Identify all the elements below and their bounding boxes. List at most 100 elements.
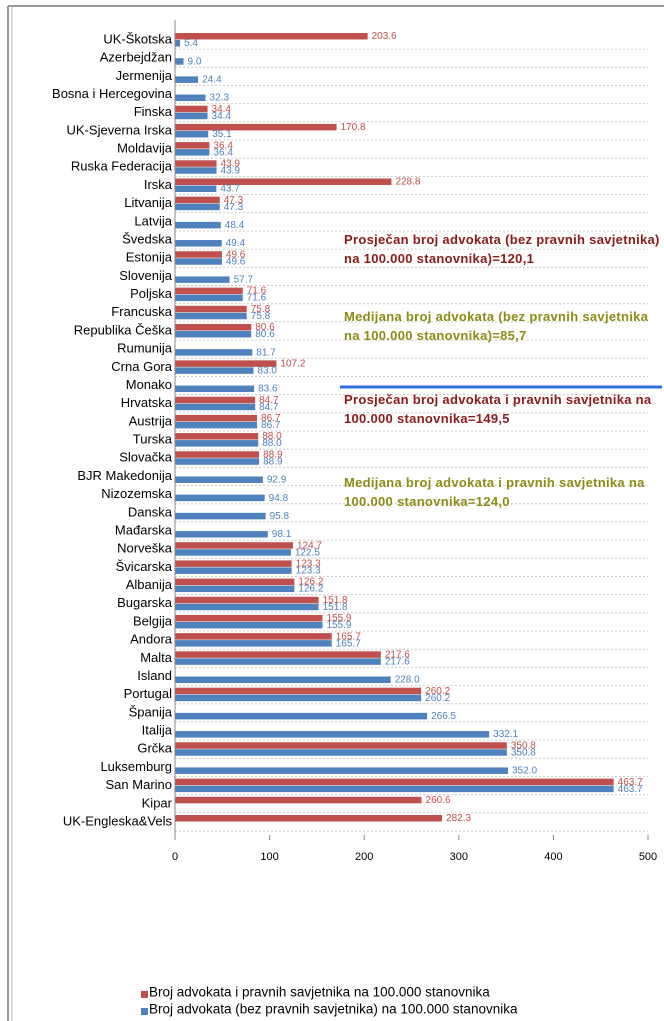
value-label: 123.3 <box>296 566 321 577</box>
value-label: 332.1 <box>493 729 518 740</box>
bar <box>175 105 208 113</box>
bar <box>175 785 614 793</box>
value-label: 260.2 <box>425 693 450 704</box>
y-tick-label: Austrija <box>129 413 173 428</box>
value-label: 352.0 <box>512 766 537 777</box>
legend-label: Broj advokata (bez pravnih savjetnika) n… <box>149 1002 518 1017</box>
bar <box>175 531 268 538</box>
bar <box>175 149 210 156</box>
value-label: 35.1 <box>212 129 232 140</box>
bar <box>175 542 293 549</box>
bar <box>175 567 292 574</box>
y-tick-label: Rumunija <box>117 341 173 356</box>
y-tick-label: Albanija <box>126 577 173 592</box>
bar <box>175 560 292 567</box>
y-tick-label: UK-Škotska <box>103 31 172 46</box>
y-tick-label: Irska <box>144 177 173 192</box>
value-label: 217.6 <box>385 649 410 660</box>
bar <box>175 440 259 447</box>
y-tick-label: Portugal <box>124 686 173 701</box>
x-tick-label: 200 <box>355 851 373 863</box>
y-tick-label: Bosna i Hercegovina <box>52 86 173 101</box>
x-tick-label: 400 <box>544 851 562 863</box>
bar <box>175 778 614 786</box>
value-label: 165.7 <box>336 631 361 642</box>
y-tick-label: UK-Sjeverna Irska <box>67 122 173 137</box>
bar <box>175 749 507 756</box>
value-label: 122.5 <box>295 547 320 558</box>
bar <box>175 258 222 265</box>
y-tick-label: Švedska <box>122 231 173 246</box>
y-tick-label: UK-Engleska&Vels <box>63 813 173 828</box>
value-label: 80.6 <box>255 329 275 340</box>
value-label: 34.4 <box>212 111 232 122</box>
value-label: 228.8 <box>395 177 420 188</box>
y-tick-label: Monako <box>126 377 172 392</box>
y-tick-label: Latvija <box>134 213 172 228</box>
value-label: 94.8 <box>269 493 289 504</box>
value-label: 36.4 <box>213 147 233 158</box>
value-label: 228.0 <box>395 675 420 686</box>
bar <box>175 603 319 611</box>
bar <box>175 658 381 665</box>
y-tick-label: San Marino <box>106 777 172 792</box>
bar <box>175 240 222 247</box>
y-tick-label: Nizozemska <box>101 486 173 501</box>
bar <box>175 712 428 720</box>
x-tick-label: 0 <box>172 851 178 863</box>
value-label: 463.7 <box>618 777 643 788</box>
value-label: 36.4 <box>213 140 233 151</box>
annotation: Medijana broj advokata (bez pravnih savj… <box>344 309 649 343</box>
annotation: Medijana broj advokata i pravnih savjetn… <box>344 475 645 509</box>
bar <box>175 185 217 192</box>
bar <box>175 687 422 695</box>
y-tick-label: Moldavija <box>117 141 173 156</box>
bar <box>175 385 255 393</box>
value-label: 75.8 <box>251 311 271 322</box>
legend-label: Broj advokata i pravnih savjetnika na 10… <box>149 985 490 1000</box>
bar <box>175 167 217 174</box>
value-label: 49.6 <box>226 249 246 260</box>
value-label: 47.3 <box>224 202 244 213</box>
value-label: 83.6 <box>258 384 278 395</box>
value-label: 260.6 <box>426 795 451 806</box>
value-label: 43.9 <box>221 165 241 176</box>
value-label: 88.9 <box>263 456 283 467</box>
bar <box>175 494 265 502</box>
x-tick-label: 100 <box>260 851 278 863</box>
value-label: 71.6 <box>247 293 267 304</box>
bar <box>175 160 217 167</box>
value-label: 98.1 <box>272 529 292 540</box>
y-tick-label: Španija <box>129 704 173 719</box>
value-label: 124.7 <box>297 540 322 551</box>
value-label: 88.9 <box>263 449 283 460</box>
y-tick-label: Švicarska <box>116 559 173 574</box>
bar <box>175 142 210 149</box>
legend-swatch <box>141 991 148 998</box>
annotation: Prosječan broj advokata (bez pravnih sav… <box>344 232 660 266</box>
value-label: 155.9 <box>326 620 351 631</box>
value-label: 43.7 <box>220 184 240 195</box>
value-label: 88.0 <box>262 438 282 449</box>
value-label: 170.8 <box>341 122 366 133</box>
bar <box>175 312 247 320</box>
value-label: 151.8 <box>323 595 348 606</box>
value-label: 350.8 <box>511 740 536 751</box>
bar <box>175 414 258 422</box>
value-label: 203.6 <box>372 31 397 42</box>
bar <box>175 40 181 47</box>
x-tick-label: 500 <box>639 851 657 863</box>
bar <box>175 130 209 138</box>
y-tick-label: Bugarska <box>117 595 173 610</box>
value-label: 84.7 <box>259 402 279 413</box>
bar <box>175 621 323 629</box>
y-tick-label: Ruska Federacija <box>71 159 173 174</box>
y-tick-label: Slovenija <box>119 268 173 283</box>
y-tick-label: Grčka <box>137 741 172 756</box>
bar <box>175 76 199 83</box>
bar <box>175 123 337 131</box>
y-tick-label: Azerbejdžan <box>100 50 172 65</box>
